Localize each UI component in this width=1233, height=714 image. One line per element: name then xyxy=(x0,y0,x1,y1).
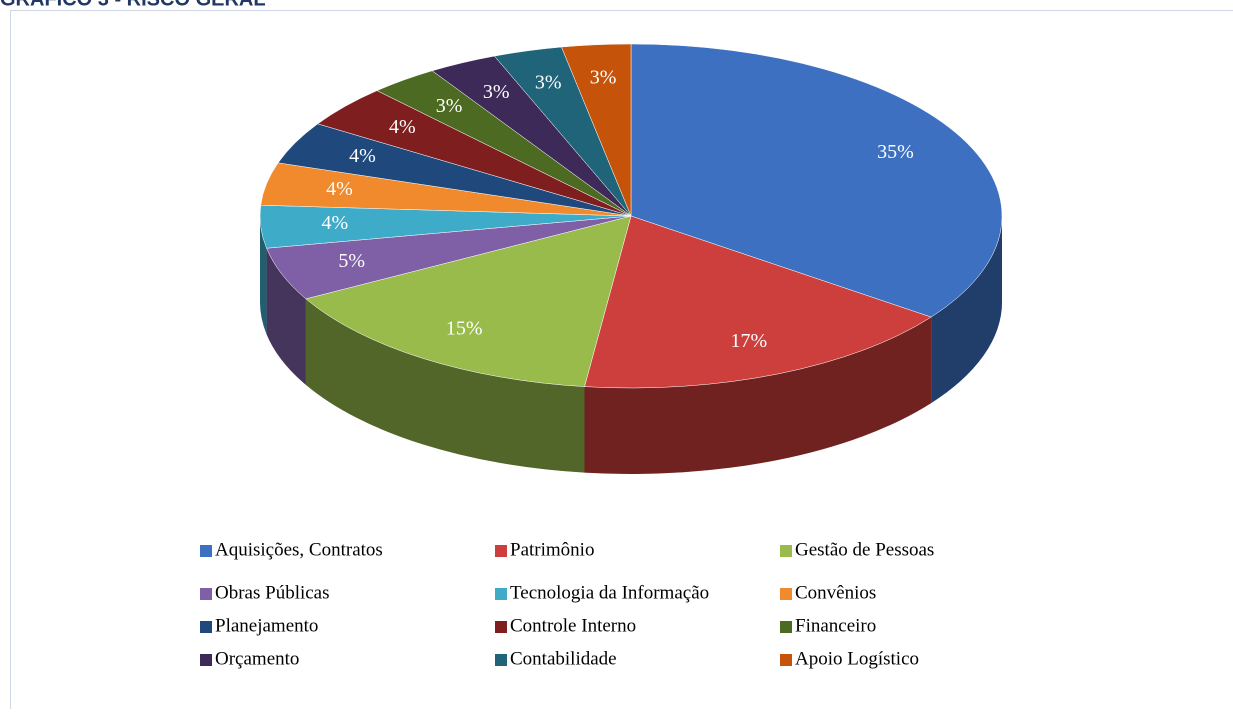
legend-swatch xyxy=(780,588,792,600)
legend-label: Convênios xyxy=(795,582,876,603)
legend-swatch xyxy=(200,588,212,600)
value-label: 4% xyxy=(326,178,353,200)
legend-swatch xyxy=(200,654,212,666)
value-label: 17% xyxy=(731,330,768,352)
legend-swatch xyxy=(780,545,792,557)
legend-swatch xyxy=(200,621,212,633)
value-label: 4% xyxy=(349,145,376,167)
value-label: 3% xyxy=(436,95,463,117)
legend-swatch xyxy=(495,654,507,666)
legend-label: Obras Públicas xyxy=(215,582,330,603)
legend-swatch xyxy=(780,654,792,666)
legend-label: Gestão de Pessoas xyxy=(795,539,934,560)
value-label: 4% xyxy=(389,116,416,138)
legend-label: Tecnologia da Informação xyxy=(510,582,709,603)
legend-swatch xyxy=(780,621,792,633)
legend-label: Controle Interno xyxy=(510,615,636,636)
value-label: 5% xyxy=(338,250,365,272)
value-label: 3% xyxy=(483,81,510,103)
legend-label: Orçamento xyxy=(215,648,299,669)
value-label: 3% xyxy=(535,71,562,93)
legend-swatch xyxy=(495,588,507,600)
value-label: 15% xyxy=(446,317,483,339)
legend-swatch xyxy=(200,545,212,557)
legend-label: Apoio Logístico xyxy=(795,648,919,669)
value-label: 35% xyxy=(877,141,914,163)
legend-label: Financeiro xyxy=(795,615,876,636)
legend-swatch xyxy=(495,545,507,557)
legend-label: Patrimônio xyxy=(510,539,594,560)
value-label: 3% xyxy=(590,67,617,89)
legend-label: Planejamento xyxy=(215,615,318,636)
legend-label: Aquisições, Contratos xyxy=(215,539,383,560)
legend-swatch xyxy=(495,621,507,633)
value-label: 4% xyxy=(321,212,348,234)
legend-label: Contabilidade xyxy=(510,648,617,669)
chart-title: GRÁFICO 3 - RISCO GERAL xyxy=(0,0,266,10)
